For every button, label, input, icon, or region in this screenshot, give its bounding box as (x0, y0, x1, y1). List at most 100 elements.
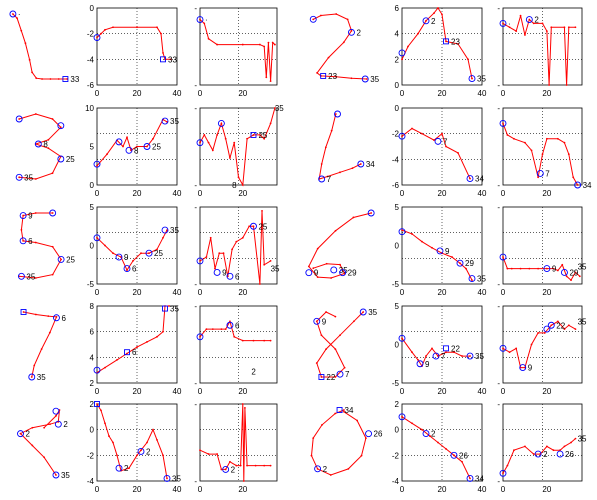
y-tick-label: - (497, 181, 500, 190)
marker-label: 2 (431, 430, 436, 439)
curve-point (329, 474, 332, 476)
marker-circle (468, 275, 476, 283)
marker-circle (57, 122, 65, 130)
marker-circle (145, 249, 153, 257)
y-tick-label: 4 (395, 30, 400, 39)
curve-point (162, 236, 164, 239)
y-tick-label: -2 (392, 130, 400, 139)
curve-point (100, 409, 102, 412)
marker-circle (336, 370, 344, 378)
marker-circle (432, 352, 440, 360)
x-tick-label: 0 (501, 89, 506, 98)
curve-point (321, 424, 323, 426)
panel-7-trace: 10 5 00 20 40 8 25 35 (85, 104, 182, 198)
curve-point (343, 409, 345, 411)
curve-point (537, 332, 540, 334)
y-tick-label: -6 (392, 181, 400, 190)
curve-point (401, 229, 403, 232)
curve-point (239, 464, 242, 467)
marker-label: 26 (374, 430, 383, 439)
marker-circle (17, 272, 25, 280)
curve-point (316, 247, 319, 250)
axes-frame (502, 107, 583, 186)
curve-point (112, 26, 114, 29)
curve-point (532, 22, 535, 25)
curve-point (241, 403, 244, 405)
y-tick-label: 0 (90, 4, 95, 13)
marker-label: · (18, 10, 21, 19)
curve-point (258, 134, 261, 136)
curve-point (258, 43, 261, 46)
curve-point (563, 328, 566, 330)
marker-circle (348, 28, 355, 36)
y-tick-label: 0 (90, 181, 95, 190)
curve (401, 229, 473, 281)
marker-circle (19, 212, 27, 219)
panel-2-trace: --0 20· (194, 4, 278, 98)
curve-point (350, 29, 353, 32)
marker-square (318, 374, 325, 380)
curve-point (20, 29, 23, 32)
curve-point (325, 348, 327, 351)
curve-point (471, 77, 473, 80)
marker-label: 35 (61, 471, 70, 480)
panel-18-glyph: 6 35 (20, 309, 66, 382)
marker-label: 35 (26, 272, 35, 281)
curve-point (19, 432, 22, 435)
curve-point (502, 22, 504, 25)
curve-point (47, 147, 50, 150)
curve-point (343, 366, 346, 369)
marker-circle (115, 138, 123, 146)
y-tick-label: -5 (392, 379, 400, 388)
marker-label: 33 (168, 55, 177, 64)
curve-point (96, 164, 98, 167)
curve-point (207, 37, 210, 40)
marker-label: 33 (70, 75, 79, 84)
y-tick-label: 0 (395, 242, 400, 251)
curve-point (269, 464, 272, 467)
curve-point (22, 311, 25, 313)
marker-circle (450, 451, 458, 459)
marker-label: 9 (28, 212, 33, 221)
curve-point (401, 58, 403, 61)
curve-point (437, 441, 439, 444)
marker-label: 35 (370, 75, 379, 84)
curve-point (136, 145, 138, 148)
panel-12-glyph: 9 6 25 35 (17, 209, 76, 281)
curve-point (524, 445, 526, 448)
curve-point (343, 272, 346, 275)
curve-point (320, 334, 323, 337)
curve-point (156, 439, 158, 441)
axes-frame (401, 7, 483, 86)
x-tick-label: 0 (501, 485, 506, 494)
curve-point (465, 267, 467, 270)
y-tick-label: 2 (90, 400, 95, 409)
curve-point (431, 347, 433, 350)
curve-point (241, 236, 244, 239)
curve-point (519, 14, 522, 17)
marker-circle (17, 430, 24, 438)
marker-circle (125, 146, 133, 154)
annotation-label: 2 (251, 367, 256, 376)
x-tick-label: 0 (95, 387, 100, 396)
curve-point (320, 376, 323, 378)
curve-point (18, 176, 21, 179)
curve-point (574, 437, 577, 440)
curve-point (469, 177, 471, 180)
marker-label: 23 (328, 72, 337, 81)
curve-point (156, 26, 158, 29)
curve-point (112, 441, 114, 444)
y-tick-label: -2 (87, 451, 95, 460)
curve-point (136, 26, 138, 29)
curve-point (34, 277, 37, 279)
curve-point (445, 40, 447, 43)
curve-point (552, 267, 555, 270)
curve-point (515, 347, 518, 350)
marker-circle (560, 269, 568, 276)
marker-circle (574, 181, 582, 189)
x-tick-label: 20 (238, 387, 247, 396)
curve-point (362, 311, 365, 313)
curve-point (326, 175, 329, 178)
curve-point (205, 328, 208, 330)
